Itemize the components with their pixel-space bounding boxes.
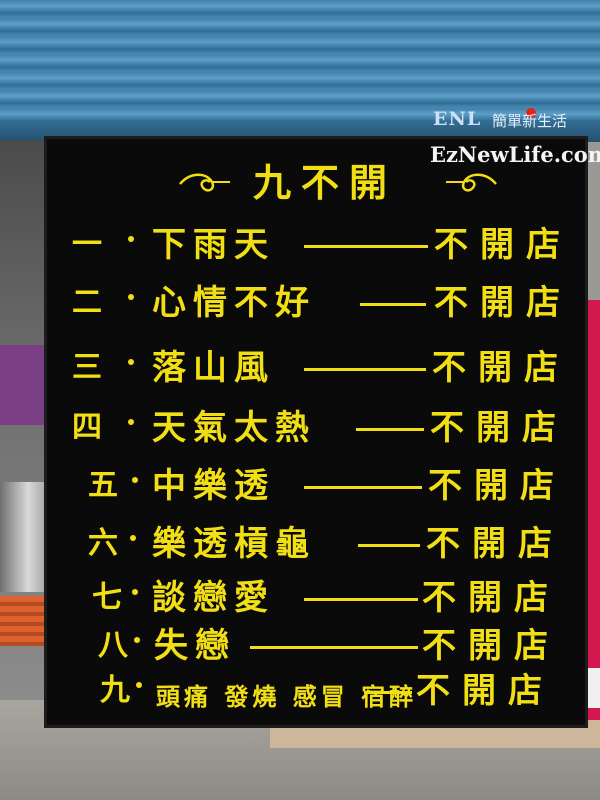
separator-dot: [128, 419, 134, 425]
dash-line: [304, 368, 426, 371]
list-item: 二 心情不好 不開店: [72, 280, 587, 330]
item-result: 不開店: [434, 225, 572, 265]
separator-dot: [136, 682, 142, 688]
item-result: 不開店: [432, 348, 570, 388]
item-reason: 失戀: [154, 626, 236, 666]
item-reason: 天氣太熱: [152, 408, 316, 448]
dash-line: [358, 544, 420, 547]
right-flourish-icon: [446, 173, 497, 192]
left-flourish-icon: [179, 173, 230, 192]
metal-shutter: [0, 0, 600, 140]
dash-line: [304, 245, 428, 248]
item-result: 不開店: [426, 524, 564, 564]
item-number: 三: [72, 350, 102, 385]
sign-title: 九不開: [252, 160, 397, 205]
item-reason: 談戀愛: [152, 578, 275, 618]
item-reason: 心情不好: [152, 283, 316, 323]
list-item: 九 頭痛 發燒 感冒 宿醉 不開店: [72, 668, 587, 718]
watermark-brand: ENL: [433, 108, 482, 130]
item-reason: 樂透槓龜: [152, 524, 316, 564]
list-item: 六 樂透槓龜 不開店: [72, 521, 587, 571]
watermark-brand-chinese: 簡單新生活: [492, 112, 568, 130]
item-number: 五: [88, 468, 118, 503]
item-number: 二: [72, 285, 102, 320]
signboard: [44, 136, 588, 728]
dash-line: [360, 303, 426, 306]
separator-dot: [130, 535, 136, 541]
item-reason: 落山風: [152, 348, 275, 388]
list-item: 一 下雨天 不開店: [72, 222, 587, 272]
item-reason: 中樂透: [152, 466, 275, 506]
item-result: 不開店: [430, 408, 568, 448]
list-item: 三 落山風 不開店: [72, 345, 587, 395]
item-result: 不開店: [416, 671, 554, 711]
list-item: 七 談戀愛 不開店: [72, 575, 587, 625]
item-result: 不開店: [422, 626, 560, 666]
dash-line: [304, 598, 418, 601]
dash-line: [250, 646, 418, 649]
list-item: 四 天氣太熱 不開店: [72, 405, 587, 455]
separator-dot: [128, 294, 134, 300]
item-number: 七: [92, 580, 122, 615]
item-number: 一: [72, 227, 102, 262]
separator-dot: [128, 236, 134, 242]
item-number: 六: [88, 526, 118, 561]
item-number: 四: [72, 410, 102, 445]
item-number: 九: [100, 673, 130, 708]
item-reason: 下雨天: [152, 225, 275, 265]
list-item: 八 失戀 不開店: [72, 623, 587, 673]
watermark-url: EzNewLife.com: [430, 142, 600, 167]
item-result: 不開店: [422, 578, 560, 618]
separator-dot: [132, 477, 138, 483]
list-item: 五 中樂透 不開店: [72, 463, 587, 513]
dash-line: [304, 486, 422, 489]
heart-icon: [526, 108, 536, 118]
item-result: 不開店: [434, 283, 572, 323]
item-reason: 頭痛 發燒 感冒 宿醉: [156, 682, 418, 711]
separator-dot: [128, 359, 134, 365]
item-number: 八: [98, 628, 128, 663]
separator-dot: [134, 637, 140, 643]
item-result: 不開店: [428, 466, 566, 506]
separator-dot: [132, 589, 138, 595]
dash-line: [364, 691, 412, 694]
dash-line: [356, 428, 424, 431]
